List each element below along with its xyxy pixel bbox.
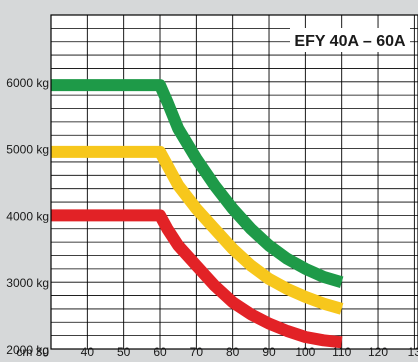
x-tick-label: 80 — [226, 345, 240, 357]
y-tick-label: 4000 kg — [6, 209, 49, 223]
x-tick-label: 13 — [408, 345, 418, 357]
title-background — [290, 28, 410, 52]
x-tick-label: 90 — [262, 345, 276, 357]
y-tick-label: 3000 kg — [6, 276, 49, 290]
axis-labels: 2000 kg 3000 kg 4000 kg 5000 kg 6000 kg cm 30… — [6, 76, 418, 359]
x-tick-label: 110 — [332, 345, 351, 357]
series-line-2 — [51, 145, 344, 315]
x-tick-label: 50 — [117, 345, 131, 357]
x-tick-label: 120 — [368, 345, 388, 357]
chart-title-box: EFY 40A – 60A — [290, 28, 410, 52]
x-tick-label: 60 — [153, 345, 167, 357]
plot-frame — [50, 14, 418, 350]
x-tick-label: 40 — [81, 345, 95, 357]
x-tick-label: cm 30 — [16, 345, 49, 357]
y-tick-label: 6000 kg — [6, 76, 49, 90]
x-tick-label: 70 — [190, 345, 204, 357]
series-line-1 — [51, 79, 344, 288]
x-tick-label: 100 — [295, 345, 315, 357]
plot-area — [51, 15, 418, 349]
series-line-3 — [51, 209, 343, 349]
y-tick-label: 5000 kg — [6, 143, 49, 157]
y-tick-label: 2000 kg — [6, 343, 49, 357]
chart-title: EFY 40A – 60A — [294, 33, 406, 50]
series-layer — [51, 79, 344, 349]
